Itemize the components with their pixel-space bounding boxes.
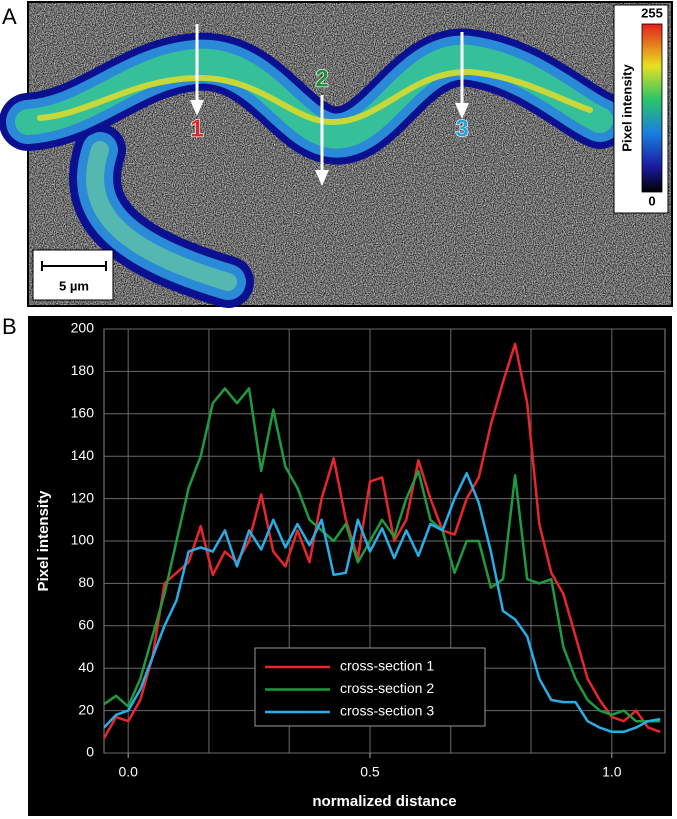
colorbar-label: Pixel intensity — [619, 64, 634, 152]
y-tick-label: 160 — [71, 405, 95, 421]
colorbar-min: 0 — [648, 193, 655, 208]
cross-section-marker: 2 — [315, 65, 328, 92]
scale-bar-label: 5 µm — [59, 278, 89, 293]
chart-background — [28, 316, 672, 816]
cross-section-marker: 1 — [190, 115, 203, 142]
y-tick-label: 0 — [86, 744, 94, 760]
y-tick-label: 140 — [71, 447, 95, 463]
y-tick-label: 20 — [78, 701, 94, 717]
x-tick-label: 0.0 — [118, 764, 138, 780]
y-tick-label: 40 — [78, 659, 94, 675]
y-tick-label: 200 — [71, 320, 95, 336]
y-tick-label: 100 — [71, 532, 95, 548]
x-axis-label: normalized distance — [312, 793, 456, 810]
x-tick-label: 0.5 — [360, 764, 380, 780]
series-line — [103, 387, 661, 723]
series-line — [103, 471, 661, 734]
legend-label: cross-section 1 — [340, 658, 434, 674]
micrograph: 1 2 3 255 0 Pixel intensity 5 µm — [0, 1, 673, 308]
panel-label: B — [2, 314, 17, 339]
y-axis-label: Pixel intensity — [35, 490, 52, 592]
y-tick-label: 180 — [71, 362, 95, 378]
series-line — [102, 342, 661, 739]
legend-label: cross-section 3 — [340, 703, 434, 719]
panel-label: A — [2, 4, 17, 29]
x-tick-label: 1.0 — [602, 764, 622, 780]
y-tick-label: 80 — [78, 574, 94, 590]
chart: 0 20 40 60 80 100 120 140 160 180 200 0.0 0.5 1.0 norm… — [35, 320, 666, 810]
cross-section-marker: 3 — [455, 115, 468, 142]
colorbar-max: 255 — [641, 5, 663, 20]
y-tick-label: 60 — [78, 617, 94, 633]
legend-label: cross-section 2 — [340, 680, 434, 696]
y-tick-label: 120 — [71, 489, 95, 505]
